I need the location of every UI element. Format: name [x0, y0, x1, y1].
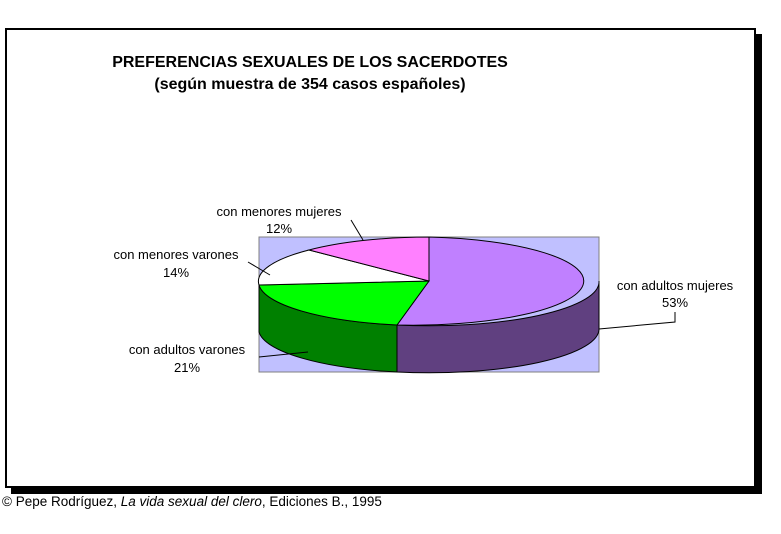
chart-subtitle: (según muestra de 354 casos españoles) [154, 76, 466, 93]
leader-line-adultos-mujeres [598, 312, 676, 330]
pie-slice-menores-mujeres [307, 236, 430, 282]
slice-value-menores-varones: 14% [163, 265, 189, 280]
pie-slice-menores-varones [257, 249, 430, 286]
leader-line-menores-mujeres [350, 219, 364, 241]
slice-value-adultos-varones: 21% [174, 360, 200, 375]
source-credit: © Pepe Rodríguez, La vida sexual del cle… [2, 494, 382, 509]
slice-value-menores-mujeres: 12% [266, 221, 292, 236]
leader-line-menores-varones [247, 261, 271, 276]
credit-suffix: , Ediciones B., 1995 [261, 494, 382, 509]
pie-slice-adultos-mujeres [396, 236, 585, 326]
pie-slice-adultos-varones [258, 280, 430, 326]
slice-label-adultos-mujeres: con adultos mujeres [617, 278, 734, 293]
slice-label-menores-mujeres: con menores mujeres [217, 204, 342, 219]
credit-prefix: © Pepe Rodríguez, [2, 494, 121, 509]
slice-label-adultos-varones: con adultos varones [129, 342, 246, 357]
leader-line-adultos-varones [258, 351, 309, 358]
slice-value-adultos-mujeres: 53% [662, 295, 688, 310]
chart-title-block: PREFERENCIAS SEXUALES DE LOS SACERDOTES … [0, 52, 620, 96]
slice-label-menores-varones: con menores varones [113, 247, 239, 262]
chart-title: PREFERENCIAS SEXUALES DE LOS SACERDOTES [112, 54, 508, 71]
credit-book-title: La vida sexual del clero [120, 494, 262, 509]
